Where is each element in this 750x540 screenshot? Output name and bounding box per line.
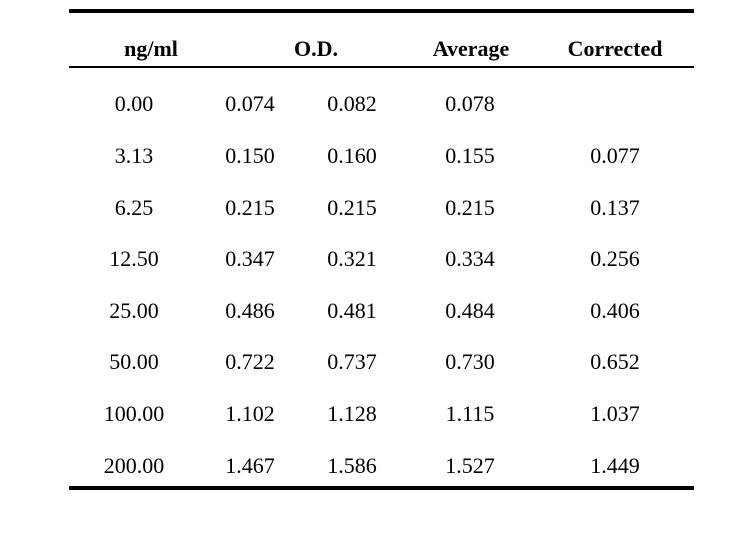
cell-od1: 0.347 <box>225 246 275 271</box>
cell-od2: 1.586 <box>327 453 377 478</box>
cell-corrected: 1.037 <box>590 401 640 426</box>
cell-corrected: 0.652 <box>590 349 640 374</box>
cell-corrected: 0.137 <box>590 195 640 220</box>
cell-conc: 50.00 <box>109 349 159 374</box>
cell-od1: 0.150 <box>225 143 275 168</box>
cell-corrected: 0.406 <box>590 298 640 323</box>
header-corrected: Corrected <box>567 36 663 61</box>
cell-average: 0.334 <box>445 246 495 271</box>
cell-average: 0.215 <box>445 195 495 220</box>
header-od: O.D. <box>294 36 338 61</box>
table-header-row: ng/ml O.D. Average Corrected <box>69 13 694 66</box>
table-top-rule <box>69 9 694 13</box>
cell-conc: 200.00 <box>103 453 165 478</box>
cell-average: 0.484 <box>445 298 495 323</box>
cell-od2: 0.737 <box>327 349 377 374</box>
table-row: 6.25 0.215 0.215 0.215 0.137 <box>69 195 694 221</box>
table-body: 0.00 0.074 0.082 0.078 3.13 0.150 0.160 … <box>69 68 694 486</box>
header-average: Average <box>432 36 510 61</box>
cell-corrected: 0.077 <box>590 143 640 168</box>
cell-od2: 1.128 <box>327 401 377 426</box>
cell-conc: 3.13 <box>114 143 154 168</box>
cell-conc: 6.25 <box>114 195 154 220</box>
cell-od1: 1.102 <box>225 401 275 426</box>
table-header-rule <box>69 66 694 68</box>
cell-od2: 0.215 <box>327 195 377 220</box>
cell-od1: 0.722 <box>225 349 275 374</box>
table-row: 100.00 1.102 1.128 1.115 1.037 <box>69 401 694 427</box>
cell-od1: 0.215 <box>225 195 275 220</box>
cell-od2: 0.481 <box>327 298 377 323</box>
cell-average: 0.155 <box>445 143 495 168</box>
table-row: 200.00 1.467 1.586 1.527 1.449 <box>69 453 694 479</box>
cell-od2: 0.082 <box>327 91 377 116</box>
cell-od1: 0.486 <box>225 298 275 323</box>
cell-average: 0.078 <box>445 91 495 116</box>
cell-conc: 12.50 <box>109 246 159 271</box>
cell-conc: 100.00 <box>103 401 165 426</box>
table-row: 50.00 0.722 0.737 0.730 0.652 <box>69 349 694 375</box>
cell-od2: 0.160 <box>327 143 377 168</box>
cell-corrected: 0.256 <box>590 246 640 271</box>
cell-od2: 0.321 <box>327 246 377 271</box>
cell-average: 1.527 <box>445 453 495 478</box>
table-row: 12.50 0.347 0.321 0.334 0.256 <box>69 246 694 272</box>
table-row: 25.00 0.486 0.481 0.484 0.406 <box>69 298 694 324</box>
cell-conc: 25.00 <box>109 298 159 323</box>
table-row: 3.13 0.150 0.160 0.155 0.077 <box>69 143 694 169</box>
cell-conc: 0.00 <box>114 91 154 116</box>
table-row: 0.00 0.074 0.082 0.078 <box>69 91 694 117</box>
cell-od1: 0.074 <box>225 91 275 116</box>
table-bottom-rule <box>69 486 694 490</box>
header-conc: ng/ml <box>124 36 178 61</box>
cell-corrected: 1.449 <box>590 453 640 478</box>
standard-curve-table: ng/ml O.D. Average Corrected 0.00 0.074 … <box>69 9 694 490</box>
cell-average: 1.115 <box>445 401 495 426</box>
cell-od1: 1.467 <box>225 453 275 478</box>
cell-average: 0.730 <box>445 349 495 374</box>
